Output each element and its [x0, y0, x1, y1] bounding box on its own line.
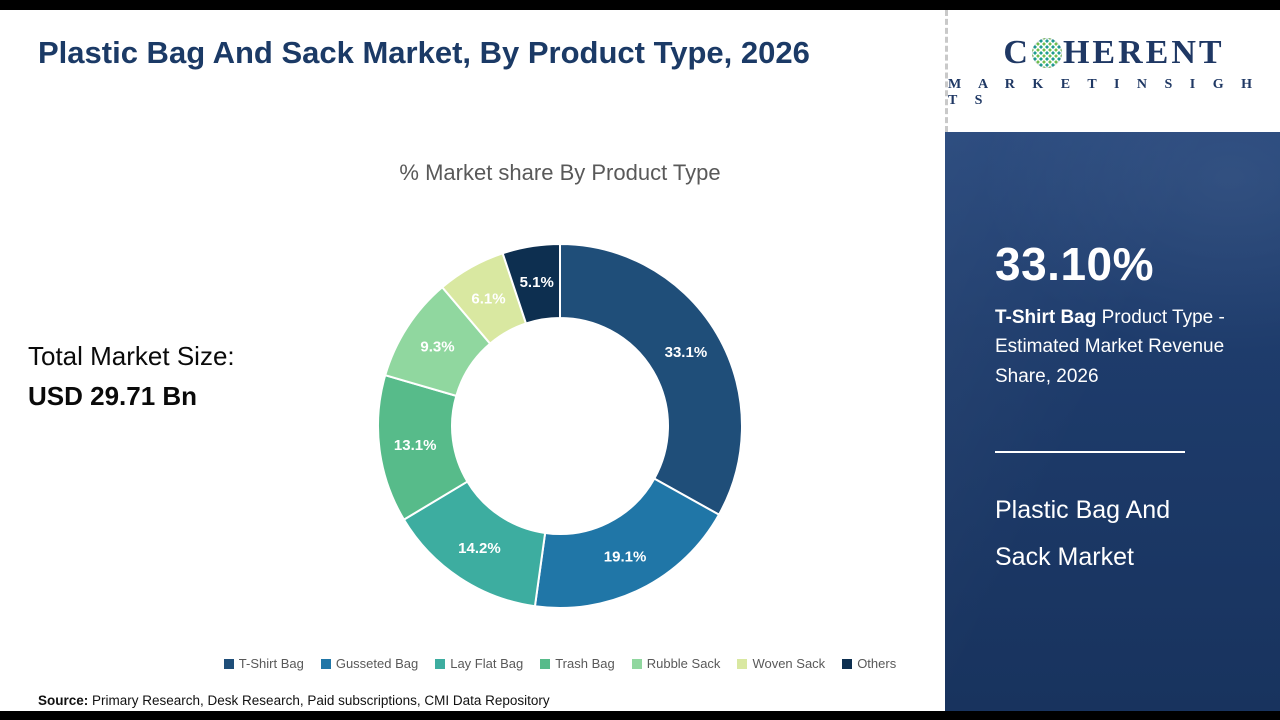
- legend-swatch: [223, 658, 234, 669]
- legend-label: Others: [857, 656, 897, 671]
- donut-value-label: 19.1%: [604, 549, 647, 566]
- market-name-line1: Plastic Bag And: [995, 496, 1171, 525]
- donut-segment-others: [501, 242, 561, 325]
- legend-swatch: [737, 658, 748, 669]
- source-note: Source: Primary Research, Desk Research,…: [38, 693, 550, 708]
- chart-legend: T-Shirt Bag Gusseted Bag Lay Flat Bag Trash…: [180, 656, 940, 671]
- legend-item: Gusseted Bag: [320, 656, 419, 671]
- donut-value-label: 13.1%: [394, 437, 437, 454]
- legend-label: Trash Bag: [555, 656, 615, 671]
- legend-item: Trash Bag: [540, 656, 615, 671]
- legend-label: Rubble Sack: [646, 656, 721, 671]
- legend-label: Lay Flat Bag: [450, 656, 524, 671]
- highlight-product: T-Shirt Bag: [995, 307, 1097, 328]
- legend-swatch: [320, 658, 331, 669]
- legend-label: Woven Sack: [752, 656, 826, 671]
- right-sidebar: C HERENT M A R K E T I N S I G H T S 33.1…: [945, 10, 1280, 711]
- legend-item: Others: [842, 656, 896, 671]
- legend-label: Gusseted Bag: [335, 656, 419, 671]
- donut-chart-container: 33.1% 19.1% 14.2% 13.1% 9.3% 6.1% 5.1%: [370, 236, 750, 616]
- legend-label: T-Shirt Bag: [238, 656, 304, 671]
- brand-subtitle: M A R K E T I N S I G H T S: [948, 76, 1260, 108]
- source-text: Primary Research, Desk Research, Paid su…: [88, 693, 550, 708]
- market-name: Plastic Bag And Sack Market: [995, 487, 1238, 580]
- donut-segment-gusseted-bag: [533, 477, 721, 609]
- legend-item: Woven Sack: [737, 656, 825, 671]
- sidebar-divider: [995, 451, 1185, 454]
- market-size-value: USD 29.71 Bn: [28, 381, 198, 412]
- legend-swatch: [631, 658, 642, 669]
- source-label: Source:: [38, 693, 89, 708]
- donut-chart: 33.1% 19.1% 14.2% 13.1% 9.3% 6.1% 5.1%: [377, 242, 743, 609]
- donut-value-label: 33.1%: [665, 344, 708, 361]
- market-size-label: Total Market Size:: [28, 341, 235, 371]
- highlight-percentage: 33.10%: [995, 238, 1155, 290]
- market-name-line2: Sack Market: [995, 542, 1134, 571]
- legend-swatch: [435, 658, 446, 669]
- chart-subtitle: % Market share By Product Type: [399, 160, 721, 185]
- top-black-bar: [0, 0, 1280, 10]
- total-market-size: Total Market Size: USD 29.71 Bn: [28, 336, 235, 417]
- donut-segment-t-shirt-bag: [559, 242, 743, 517]
- page-title: Plastic Bag And Sack Market, By Product …: [38, 35, 810, 70]
- legend-item: T-Shirt Bag: [223, 656, 304, 671]
- donut-value-label: 6.1%: [471, 291, 505, 308]
- sidebar-panel: 33.10% T-Shirt Bag Product Type - Estima…: [945, 132, 1280, 711]
- brand-prefix: C: [1003, 33, 1031, 71]
- legend-swatch: [842, 658, 853, 669]
- legend-item: Rubble Sack: [631, 656, 721, 671]
- highlight-description: T-Shirt Bag Product Type - Estimated Mar…: [995, 303, 1238, 391]
- legend-swatch: [540, 658, 551, 669]
- main-content: Plastic Bag And Sack Market, By Product …: [0, 10, 945, 711]
- legend-item: Lay Flat Bag: [435, 656, 523, 671]
- donut-value-label: 9.3%: [420, 339, 454, 356]
- brand-wordmark: C HERENT: [1003, 34, 1224, 72]
- highlight-rest: Product Type - Estimated Market Revenue …: [995, 307, 1225, 387]
- brand-logo: C HERENT M A R K E T I N S I G H T S: [945, 10, 1280, 132]
- donut-value-label: 14.2%: [458, 540, 501, 557]
- globe-icon: [1031, 37, 1062, 68]
- bottom-black-bar: [0, 711, 1280, 720]
- donut-value-label: 5.1%: [520, 274, 554, 291]
- brand-suffix: HERENT: [1062, 33, 1225, 71]
